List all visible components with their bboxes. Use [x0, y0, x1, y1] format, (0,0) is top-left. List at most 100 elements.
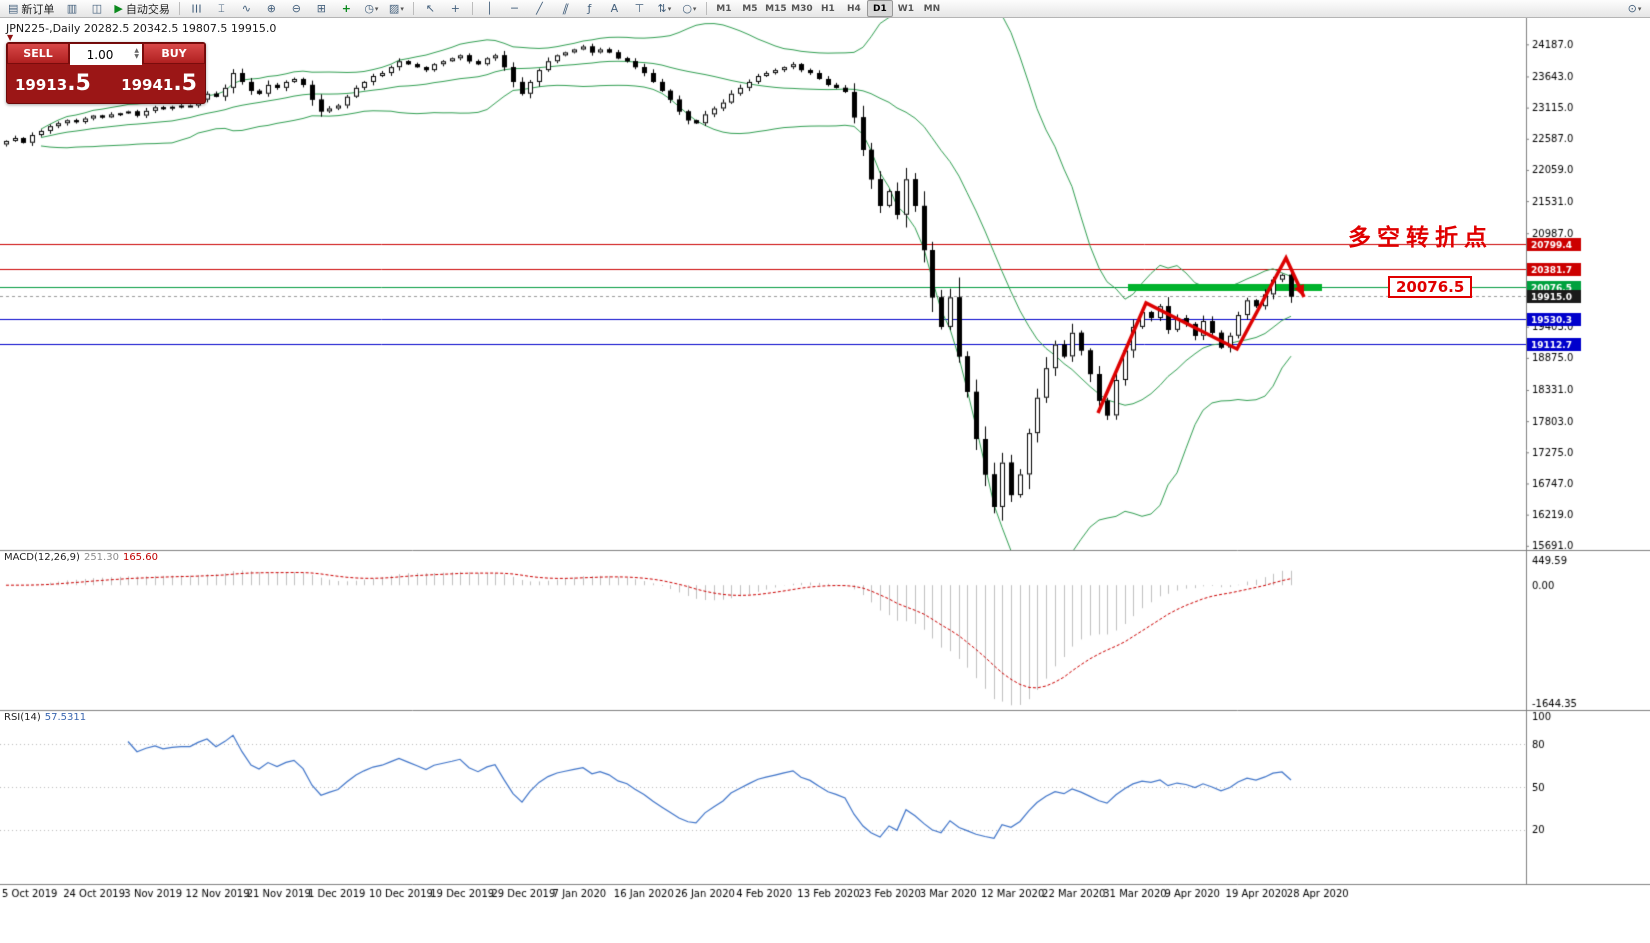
macd-value-signal: 165.60: [122, 552, 158, 563]
macd-name: MACD(12,26,9): [4, 552, 80, 563]
sell-price-main: 19913: [15, 75, 68, 94]
turning-point-annotation: 多空转折点: [1348, 225, 1493, 251]
toolbar-separator: [178, 2, 180, 15]
buy-price: 19941 .5: [121, 70, 197, 96]
navigator-icon: ◫: [91, 2, 103, 15]
arrows-icon: ⇅: [657, 2, 667, 15]
channel-icon: ∥: [560, 2, 569, 15]
volume-spinner: ▲ ▼: [132, 44, 141, 63]
new-order-label: 新订单: [21, 2, 55, 16]
zoom-out-icon: ⊖: [291, 2, 301, 15]
chevron-down-icon: ▾: [692, 4, 697, 13]
search-icon: ⊙: [1627, 2, 1637, 15]
autotrade-play-icon: ▶: [114, 2, 123, 15]
indicators-plus-icon: +: [341, 2, 351, 15]
line-chart-button[interactable]: ∿: [234, 0, 259, 17]
cursor-button[interactable]: ↖: [418, 0, 443, 17]
quote-prices: 19913 .5 19941 .5: [7, 64, 205, 103]
timeframe-m15-button[interactable]: M15: [765, 3, 787, 14]
shapes-dropdown-button[interactable]: ○ ▾: [677, 0, 702, 17]
sell-label: SELL: [23, 47, 53, 60]
search-button[interactable]: ⊙ ▾: [1622, 0, 1647, 17]
sell-price: 19913 .5: [15, 70, 91, 96]
templates-button[interactable]: ▨ ▾: [384, 0, 409, 17]
timeframe-mn-button[interactable]: MN: [923, 3, 941, 14]
timeframe-d1-button[interactable]: D1: [866, 0, 893, 17]
rsi-name: RSI(14): [4, 712, 41, 723]
fibonacci-button[interactable]: ƒ: [577, 0, 602, 17]
new-order-icon: ▤: [8, 2, 19, 15]
horizontal-line-button[interactable]: ─: [502, 0, 527, 17]
vertical-line-icon: │: [486, 2, 493, 15]
buy-price-pips: .5: [173, 70, 197, 96]
rsi-indicator-label: RSI(14) 57.5311: [4, 712, 86, 723]
toolbar-separator: [705, 2, 707, 15]
new-order-button[interactable]: ▤ 新订单: [3, 0, 59, 17]
horizontal-line-icon: ─: [511, 2, 518, 15]
toolbar-separator: [412, 2, 414, 15]
tile-windows-button[interactable]: ⊞: [309, 0, 334, 17]
macd-value-main: 251.30: [83, 552, 119, 563]
trendline-icon: ╱: [536, 2, 543, 15]
label-button[interactable]: ⊤: [627, 0, 652, 17]
crosshair-button[interactable]: +: [443, 0, 468, 17]
one-click-collapse-arrow[interactable]: ▼: [7, 33, 14, 42]
sell-button[interactable]: SELL: [7, 43, 69, 64]
indicators-button[interactable]: +: [334, 0, 359, 17]
chevron-down-icon: ▾: [374, 4, 379, 13]
level-price-box: 20076.5: [1388, 276, 1473, 298]
autotrade-button[interactable]: ▶ 自动交易: [109, 0, 174, 17]
clock-icon: ◷: [364, 2, 374, 15]
shapes-icon: ○: [682, 2, 692, 15]
cursor-icon: ↖: [425, 2, 435, 15]
vertical-line-button[interactable]: │: [477, 0, 502, 17]
bar-chart-button[interactable]: ☰: [184, 0, 209, 17]
macd-indicator-label: MACD(12,26,9) 251.30 165.60: [4, 552, 158, 563]
zoom-in-icon: ⊕: [266, 2, 276, 15]
navigator-button[interactable]: ◫: [84, 0, 109, 17]
volume-input[interactable]: [70, 45, 142, 65]
market-watch-button[interactable]: ▥: [59, 0, 84, 17]
volume-up-button[interactable]: ▲: [134, 46, 139, 54]
rsi-value: 57.5311: [44, 712, 87, 723]
market-watch-icon: ▥: [66, 2, 78, 15]
timeframe-m1-button[interactable]: M1: [716, 3, 732, 14]
candlestick-icon: ⌶: [218, 2, 225, 15]
text-icon: A: [610, 2, 619, 15]
timeframe-h4-button[interactable]: H4: [846, 3, 861, 14]
label-icon: ⊤: [634, 2, 645, 15]
autotrade-label: 自动交易: [125, 2, 170, 16]
line-chart-icon: ∿: [241, 2, 251, 15]
toolbar: ▤ 新订单 ▥ ◫ ▶ 自动交易 ☰ ⌶ ∿ ⊕ ⊖ ⊞ + ◷ ▾ ▨ ▾ ↖ +…: [0, 0, 1650, 18]
template-icon: ▨: [388, 2, 400, 15]
buy-price-main: 19941: [121, 75, 174, 94]
chevron-down-icon: ▾: [1637, 4, 1642, 13]
sell-price-pips: .5: [67, 70, 91, 96]
zoom-in-button[interactable]: ⊕: [259, 0, 284, 17]
timeframe-m5-button[interactable]: M5: [742, 3, 758, 14]
one-click-trading-panel: SELL ▲ ▼ BUY 19913 .5 19941 .5: [6, 42, 206, 104]
text-button[interactable]: A: [602, 0, 627, 17]
bar-chart-icon: ☰: [189, 3, 203, 14]
zoom-out-button[interactable]: ⊖: [284, 0, 309, 17]
toolbar-separator: [471, 2, 473, 15]
periods-button[interactable]: ◷ ▾: [359, 0, 384, 17]
volume-down-button[interactable]: ▼: [134, 52, 139, 60]
buy-button[interactable]: BUY: [143, 43, 205, 64]
arrows-dropdown-button[interactable]: ⇅ ▾: [652, 0, 677, 17]
crosshair-icon: +: [450, 2, 460, 15]
buy-label: BUY: [161, 47, 187, 60]
channel-button[interactable]: ∥: [552, 0, 577, 17]
chevron-down-icon: ▾: [400, 4, 404, 13]
volume-box: ▲ ▼: [69, 43, 143, 65]
timeframe-h1-button[interactable]: H1: [820, 3, 835, 14]
trendline-button[interactable]: ╱: [527, 0, 552, 17]
timeframe-m30-button[interactable]: M30: [791, 3, 813, 14]
timeframe-w1-button[interactable]: W1: [897, 3, 914, 14]
candlestick-button[interactable]: ⌶: [209, 0, 234, 17]
tile-windows-icon: ⊞: [316, 2, 326, 15]
chevron-down-icon: ▾: [667, 4, 672, 13]
chart-title: JPN225-,Daily 20282.5 20342.5 19807.5 19…: [6, 22, 277, 35]
